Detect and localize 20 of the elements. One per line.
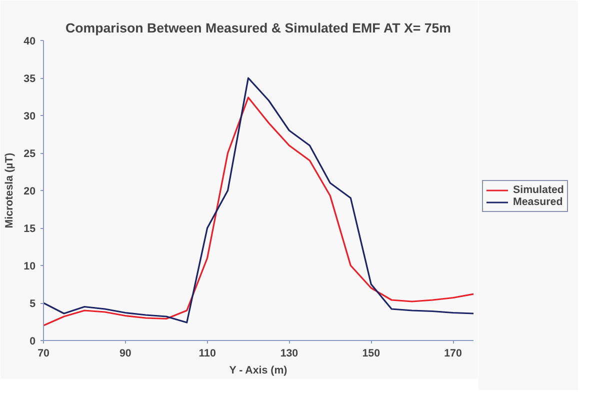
legend-label: Measured — [513, 196, 563, 208]
y-tick-label: 40 — [24, 36, 36, 48]
chart-title: Comparison Between Measured & Simulated EMF AT X= 75m — [66, 20, 452, 36]
x-tick-label: 150 — [362, 348, 380, 360]
y-tick-label: 0 — [30, 336, 36, 348]
legend-label: Simulated — [513, 184, 564, 196]
x-tick-label: 110 — [198, 348, 216, 360]
x-tick-label: 90 — [119, 348, 132, 360]
x-tick-label: 70 — [38, 348, 50, 360]
x-axis-title: Y - Axis (m) — [229, 364, 288, 376]
y-tick-label: 10 — [24, 260, 36, 272]
x-tick-label: 130 — [280, 348, 298, 360]
y-tick-label: 30 — [24, 110, 36, 122]
y-tick-label: 20 — [24, 186, 36, 198]
x-tick-label: 170 — [444, 348, 462, 360]
y-tick-label: 15 — [24, 223, 36, 235]
y-tick-label: 5 — [30, 298, 36, 310]
y-axis-title: Microtesla (µT) — [4, 152, 16, 228]
y-tick-label: 25 — [24, 148, 36, 160]
y-tick-label: 35 — [24, 73, 36, 85]
